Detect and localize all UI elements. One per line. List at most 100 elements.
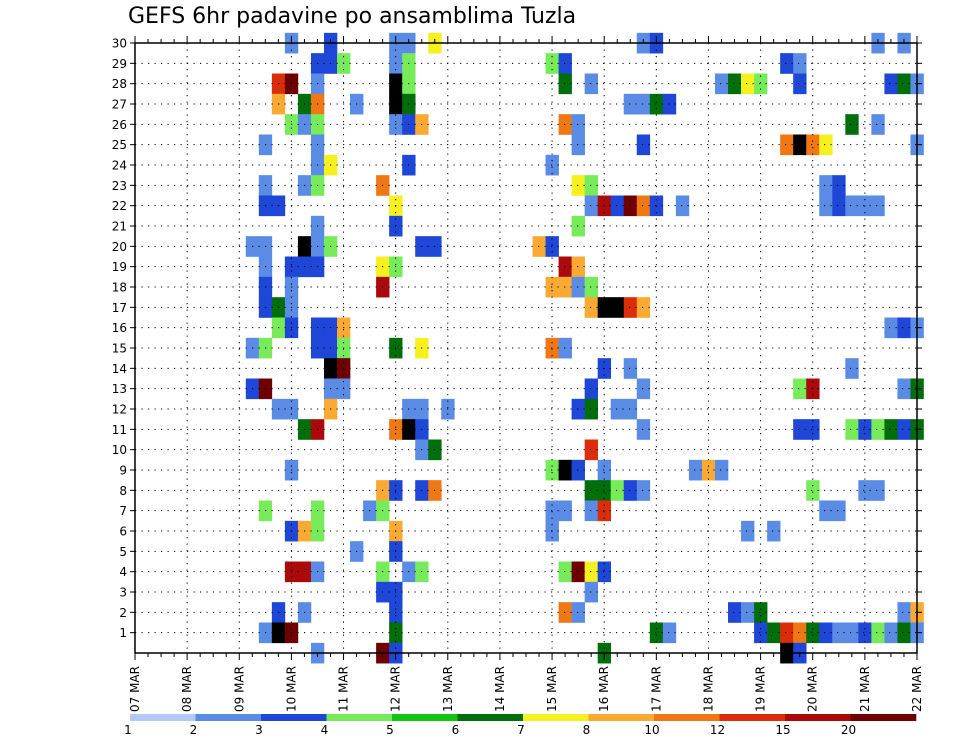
heatmap-cell (571, 561, 585, 583)
chart-title: GEFS 6hr padavine po ansamblima Tuzla (128, 4, 577, 29)
heatmap-cell (793, 622, 807, 644)
heatmap-cell (571, 398, 585, 420)
heatmap-cell (623, 195, 638, 217)
y-tick-label: 13 (112, 382, 127, 396)
heatmap-cell (597, 459, 612, 481)
y-tick-label: 3 (119, 586, 127, 600)
heatmap-cell (571, 276, 585, 298)
heatmap-cell (623, 480, 638, 501)
legend-swatch (392, 714, 458, 721)
heatmap-cell (675, 195, 690, 217)
heatmap-cell (571, 602, 585, 623)
heatmap-cell (845, 358, 859, 379)
heatmap-cell (597, 561, 612, 583)
y-tick-label: 30 (112, 37, 127, 51)
y-tick-label: 19 (112, 260, 127, 274)
heatmap-cell (871, 419, 885, 440)
legend-label: 4 (321, 723, 329, 737)
heatmap-cell (897, 378, 911, 400)
heatmap-cell (584, 561, 598, 583)
x-tick-label: 09 MAR (232, 666, 246, 712)
heatmap-cell (584, 398, 598, 420)
heatmap-cell (845, 114, 859, 135)
x-tick-label: 15 MAR (545, 666, 559, 712)
heatmap-cell (871, 114, 885, 135)
legend-swatch (654, 714, 720, 721)
legend-swatch (130, 714, 196, 721)
x-tick-label: 22 MAR (910, 666, 924, 712)
heatmap-cell (545, 236, 559, 257)
heatmap-cell (558, 602, 572, 623)
y-tick-label: 11 (112, 423, 127, 437)
y-tick-label: 27 (112, 98, 127, 112)
heatmap-cell (897, 622, 911, 644)
heatmap-cell (832, 175, 846, 196)
heatmap-cell (558, 459, 572, 481)
heatmap-cell (558, 337, 572, 359)
y-tick-label: 10 (112, 443, 127, 457)
y-tick-label: 25 (112, 138, 127, 152)
heatmap-cell (884, 317, 898, 339)
heatmap-cell (558, 276, 572, 298)
heatmap-cell (545, 459, 559, 481)
heatmap-cell (819, 175, 833, 196)
heatmap-cell (793, 378, 807, 400)
heatmap-cell (701, 459, 716, 481)
y-tick-label: 26 (112, 118, 127, 132)
legend-label: 6 (452, 723, 460, 737)
legend-label: 8 (583, 723, 591, 737)
heatmap-cell (806, 419, 820, 440)
heatmap-cell (636, 93, 651, 115)
y-tick-label: 23 (112, 179, 127, 193)
x-tick-label: 20 MAR (806, 666, 820, 712)
heatmap-cell (623, 398, 638, 420)
legend-label: 3 (255, 723, 263, 737)
heatmap-cell (780, 53, 794, 74)
y-tick-label: 9 (119, 464, 127, 478)
legend-label: 12 (710, 723, 725, 737)
heatmap-cell (636, 297, 651, 318)
heatmap-cell (767, 622, 781, 644)
y-tick-label: 7 (119, 504, 127, 518)
heatmap-cell (649, 622, 664, 644)
heatmap-cell (610, 398, 625, 420)
heatmap-cell (871, 622, 885, 644)
y-tick-label: 24 (112, 159, 127, 173)
heatmap-cell (780, 134, 794, 156)
heatmap-cell (584, 480, 598, 501)
heatmap-cell (610, 195, 625, 217)
heatmap-cell (819, 195, 833, 217)
legend-label: 7 (517, 723, 525, 737)
heatmap-cell (871, 480, 885, 501)
legend-label: 5 (386, 723, 394, 737)
x-tick-label: 07 MAR (128, 666, 142, 712)
heatmap-cell (832, 500, 846, 522)
heatmap-cell (741, 602, 755, 623)
x-tick-label: 12 MAR (389, 666, 403, 712)
heatmap-cell (623, 297, 638, 318)
heatmap-cell (623, 358, 638, 379)
y-tick-label: 20 (112, 240, 127, 254)
heatmap-cell (584, 378, 598, 400)
y-tick-label: 16 (112, 321, 127, 335)
heatmap-cell (806, 622, 820, 644)
heatmap-cell (545, 500, 559, 522)
y-tick-label: 29 (112, 57, 127, 71)
y-tick-label: 12 (112, 403, 127, 417)
legend-swatch (195, 714, 262, 721)
heatmap-cell (636, 378, 651, 400)
legend-label: 20 (841, 723, 856, 737)
heatmap-cell (545, 154, 559, 176)
y-tick-label: 22 (112, 199, 127, 213)
heatmap-cell (806, 378, 820, 400)
heatmap-cell (858, 622, 872, 644)
heatmap-cell (832, 622, 846, 644)
heatmap-cell (597, 500, 612, 522)
heatmap-cell (558, 500, 572, 522)
heatmap-cell (845, 195, 859, 217)
legend-swatch (261, 714, 327, 721)
y-tick-label: 2 (119, 606, 127, 620)
heatmap-cell (558, 73, 572, 95)
